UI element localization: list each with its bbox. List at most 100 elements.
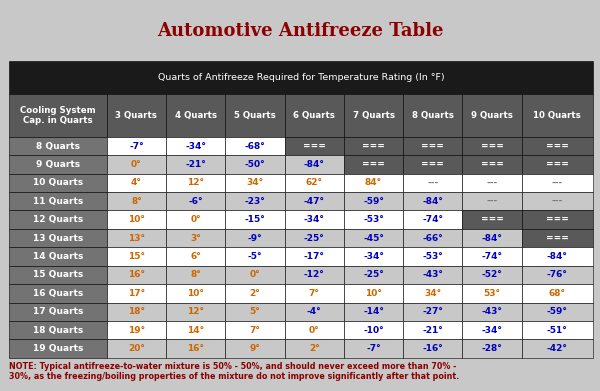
Text: ===: === [546,160,569,169]
Text: -42°: -42° [547,344,568,353]
Text: -74°: -74° [482,252,503,261]
Text: ===: === [362,160,385,169]
Text: ---: --- [487,178,497,187]
Text: ---: --- [487,197,497,206]
Bar [344,339,403,358]
Bar [344,247,403,266]
Text: -10°: -10° [363,326,384,335]
Bar [521,192,593,210]
Bar [226,247,284,266]
Text: 10 Quarts: 10 Quarts [533,111,581,120]
Text: 7 Quarts: 7 Quarts [353,111,395,120]
Text: -23°: -23° [245,197,265,206]
Bar [166,137,226,155]
Text: 16°: 16° [128,271,145,280]
Bar [284,174,344,192]
Text: -17°: -17° [304,252,325,261]
Bar [463,247,521,266]
Bar [521,321,593,339]
Bar [284,155,344,174]
Text: 4°: 4° [131,178,142,187]
Text: 15 Quarts: 15 Quarts [33,271,83,280]
Text: 15°: 15° [128,252,145,261]
Text: -21°: -21° [185,160,206,169]
Text: 16 Quarts: 16 Quarts [33,289,83,298]
Text: 13°: 13° [128,233,145,242]
Bar [284,303,344,321]
Text: -25°: -25° [363,271,384,280]
Bar [107,174,166,192]
Text: 0°: 0° [131,160,142,169]
Bar [166,303,226,321]
Text: 13 Quarts: 13 Quarts [33,233,83,242]
Text: 3°: 3° [190,233,201,242]
Bar [226,303,284,321]
Text: 6°: 6° [190,252,201,261]
Bar [463,137,521,155]
Text: -45°: -45° [363,233,384,242]
Text: 7°: 7° [309,289,320,298]
Bar [9,210,107,229]
Text: -9°: -9° [248,233,262,242]
Bar [9,266,107,284]
Text: -34°: -34° [363,252,384,261]
Text: 8°: 8° [131,197,142,206]
Text: -5°: -5° [248,252,262,261]
Text: 53°: 53° [484,289,500,298]
Text: -14°: -14° [363,307,384,316]
Text: 2°: 2° [309,344,320,353]
Bar [284,192,344,210]
Bar [521,94,593,137]
Text: -68°: -68° [245,142,265,151]
Bar [403,210,463,229]
Bar [166,284,226,303]
Text: NOTE: Typical antifreeze-to-water mixture is 50% - 50%, and should never exceed : NOTE: Typical antifreeze-to-water mixtur… [9,362,459,381]
Bar [463,174,521,192]
Text: 5°: 5° [250,307,260,316]
Bar [226,174,284,192]
Text: 18 Quarts: 18 Quarts [33,326,83,335]
Bar [521,303,593,321]
Text: -27°: -27° [422,307,443,316]
Text: 19°: 19° [128,326,145,335]
Bar [166,339,226,358]
Bar [226,229,284,248]
Text: 12°: 12° [187,307,204,316]
Text: 14 Quarts: 14 Quarts [33,252,83,261]
Text: -53°: -53° [422,252,443,261]
Bar [107,303,166,321]
Bar [403,137,463,155]
Bar [463,210,521,229]
Text: -47°: -47° [304,197,325,206]
Text: 17°: 17° [128,289,145,298]
Bar [166,174,226,192]
Text: ===: === [303,142,326,151]
Bar [521,284,593,303]
Bar [284,247,344,266]
Bar [9,339,107,358]
Text: -84°: -84° [547,252,568,261]
Bar [521,266,593,284]
Text: 11 Quarts: 11 Quarts [33,197,83,206]
Bar [521,137,593,155]
Bar [166,266,226,284]
Bar [403,229,463,248]
Text: 9 Quarts: 9 Quarts [471,111,513,120]
Bar [107,94,166,137]
Text: 0°: 0° [309,326,320,335]
Text: -51°: -51° [547,326,568,335]
Bar [463,192,521,210]
Text: -6°: -6° [188,197,203,206]
Text: 12 Quarts: 12 Quarts [33,215,83,224]
Text: -4°: -4° [307,307,322,316]
Bar [226,94,284,137]
Bar [107,210,166,229]
Text: 34°: 34° [247,178,263,187]
Text: -43°: -43° [482,307,502,316]
Bar [344,303,403,321]
Text: ===: === [421,142,444,151]
Bar [9,284,107,303]
Bar [107,137,166,155]
Bar [107,321,166,339]
Text: 10°: 10° [365,289,382,298]
